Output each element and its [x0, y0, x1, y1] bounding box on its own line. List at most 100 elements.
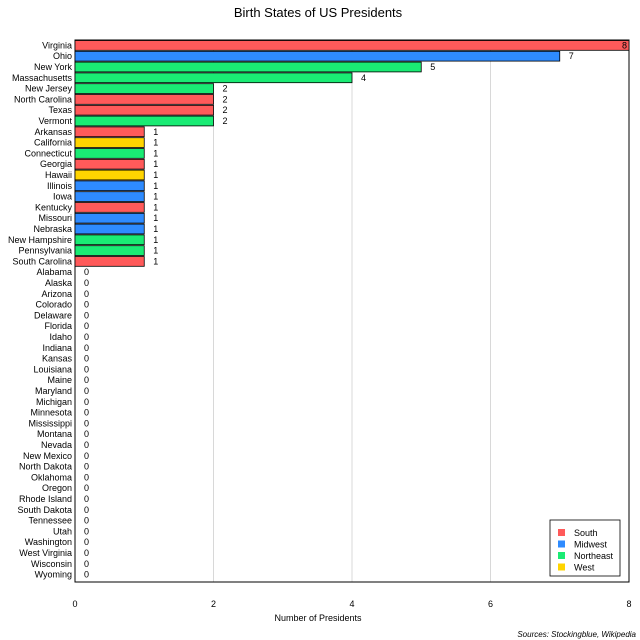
value-label-wyoming: 0 — [84, 570, 89, 580]
value-label-louisiana: 0 — [84, 364, 89, 374]
value-label-south-carolina: 1 — [153, 256, 158, 266]
bar-new-york — [74, 61, 422, 73]
x-tick-labels: 0 2 4 6 8 — [72, 599, 631, 609]
value-label-montana: 0 — [84, 429, 89, 439]
category-label-kentucky: Kentucky — [35, 202, 73, 212]
legend-swatch-west — [558, 563, 565, 571]
category-label-nebraska: Nebraska — [33, 224, 72, 234]
value-label-rhode-island: 0 — [84, 494, 89, 504]
value-label-arizona: 0 — [84, 289, 89, 299]
category-label-south-dakota: South Dakota — [17, 505, 72, 515]
category-label-delaware: Delaware — [34, 310, 72, 320]
value-label-ohio: 7 — [569, 51, 574, 61]
category-label-minnesota: Minnesota — [30, 408, 72, 418]
value-label-oklahoma: 0 — [84, 472, 89, 482]
bar-new-hampshire — [74, 234, 145, 246]
value-label-washington: 0 — [84, 537, 89, 547]
value-label-indiana: 0 — [84, 343, 89, 353]
value-label-illinois: 1 — [153, 181, 158, 191]
category-label-new-york: New York — [34, 62, 73, 72]
bar-nebraska — [74, 223, 145, 235]
category-label-missouri: Missouri — [38, 213, 72, 223]
bar-south-carolina — [74, 256, 145, 267]
x-tick-label-6: 6 — [488, 599, 493, 609]
bar-ohio — [74, 50, 561, 62]
value-label-texas: 2 — [223, 105, 228, 115]
bar-virginia — [74, 40, 630, 51]
category-label-indiana: Indiana — [42, 343, 72, 353]
value-label-maine: 0 — [84, 375, 89, 385]
value-label-north-carolina: 2 — [223, 94, 228, 104]
category-label-georgia: Georgia — [40, 159, 72, 169]
value-label-florida: 0 — [84, 321, 89, 331]
value-label-maryland: 0 — [84, 386, 89, 396]
value-label-missouri: 1 — [153, 213, 158, 223]
value-label-west-virginia: 0 — [84, 548, 89, 558]
bar-arkansas — [74, 126, 145, 138]
bar-vermont — [74, 115, 214, 127]
bar-north-carolina — [74, 94, 214, 105]
x-tick-label-0: 0 — [72, 599, 77, 609]
category-label-arkansas: Arkansas — [34, 127, 72, 137]
category-label-oregon: Oregon — [42, 483, 72, 493]
category-label-new-jersey: New Jersey — [25, 84, 73, 94]
category-label-new-mexico: New Mexico — [23, 451, 72, 461]
category-label-rhode-island: Rhode Island — [19, 494, 72, 504]
category-label-virginia: Virginia — [42, 40, 72, 50]
bar-new-jersey — [74, 83, 214, 94]
value-label-new-jersey: 2 — [223, 84, 228, 94]
value-label-wisconsin: 0 — [84, 559, 89, 569]
legend-swatch-midwest — [558, 540, 565, 548]
category-label-colorado: Colorado — [35, 300, 72, 310]
plot-frame — [74, 39, 630, 583]
bar-massachusetts — [74, 72, 353, 84]
category-label-south-carolina: South Carolina — [12, 256, 72, 266]
category-label-texas: Texas — [48, 105, 72, 115]
category-label-maryland: Maryland — [35, 386, 72, 396]
legend-swatch-northeast — [558, 552, 565, 559]
legend-label-west: West — [574, 563, 595, 573]
value-label-colorado: 0 — [84, 300, 89, 310]
category-label-michigan: Michigan — [36, 397, 72, 407]
value-label-new-hampshire: 1 — [153, 235, 158, 245]
bar-connecticut — [74, 148, 145, 159]
category-label-arizona: Arizona — [41, 289, 72, 299]
value-label-north-dakota: 0 — [84, 462, 89, 472]
value-label-arkansas: 1 — [153, 127, 158, 137]
category-label-connecticut: Connecticut — [24, 148, 72, 158]
bars-group — [74, 40, 630, 267]
bar-california — [74, 137, 145, 148]
value-label-nebraska: 1 — [153, 224, 158, 234]
category-label-massachusetts: Massachusetts — [12, 73, 73, 83]
category-label-new-hampshire: New Hampshire — [8, 235, 72, 245]
chart-title: Birth States of US Presidents — [234, 5, 403, 20]
value-label-kansas: 0 — [84, 354, 89, 364]
category-label-alabama: Alabama — [36, 267, 72, 277]
value-labels: 8754222211111111111110000000000000000000… — [84, 40, 627, 579]
category-label-mississippi: Mississippi — [28, 418, 72, 428]
category-label-nevada: Nevada — [41, 440, 72, 450]
value-label-nevada: 0 — [84, 440, 89, 450]
bar-missouri — [74, 212, 145, 224]
value-label-connecticut: 1 — [153, 148, 158, 158]
value-label-alaska: 0 — [84, 278, 89, 288]
category-label-vermont: Vermont — [38, 116, 72, 126]
bar-hawaii — [74, 169, 145, 181]
category-label-wisconsin: Wisconsin — [31, 559, 72, 569]
category-label-hawaii: Hawaii — [45, 170, 72, 180]
category-label-maine: Maine — [47, 375, 72, 385]
value-label-oregon: 0 — [84, 483, 89, 493]
category-label-florida: Florida — [44, 321, 72, 331]
legend-label-midwest: Midwest — [574, 540, 608, 550]
category-label-louisiana: Louisiana — [33, 364, 72, 374]
category-label-alaska: Alaska — [45, 278, 72, 288]
value-label-massachusetts: 4 — [361, 73, 366, 83]
category-label-kansas: Kansas — [42, 354, 73, 364]
source-note: Sources: Stockingblue, Wikipedia — [517, 630, 636, 639]
bar-pennsylvania — [74, 245, 145, 256]
value-label-utah: 0 — [84, 526, 89, 536]
value-label-california: 1 — [153, 138, 158, 148]
bar-georgia — [74, 158, 145, 170]
value-label-vermont: 2 — [223, 116, 228, 126]
